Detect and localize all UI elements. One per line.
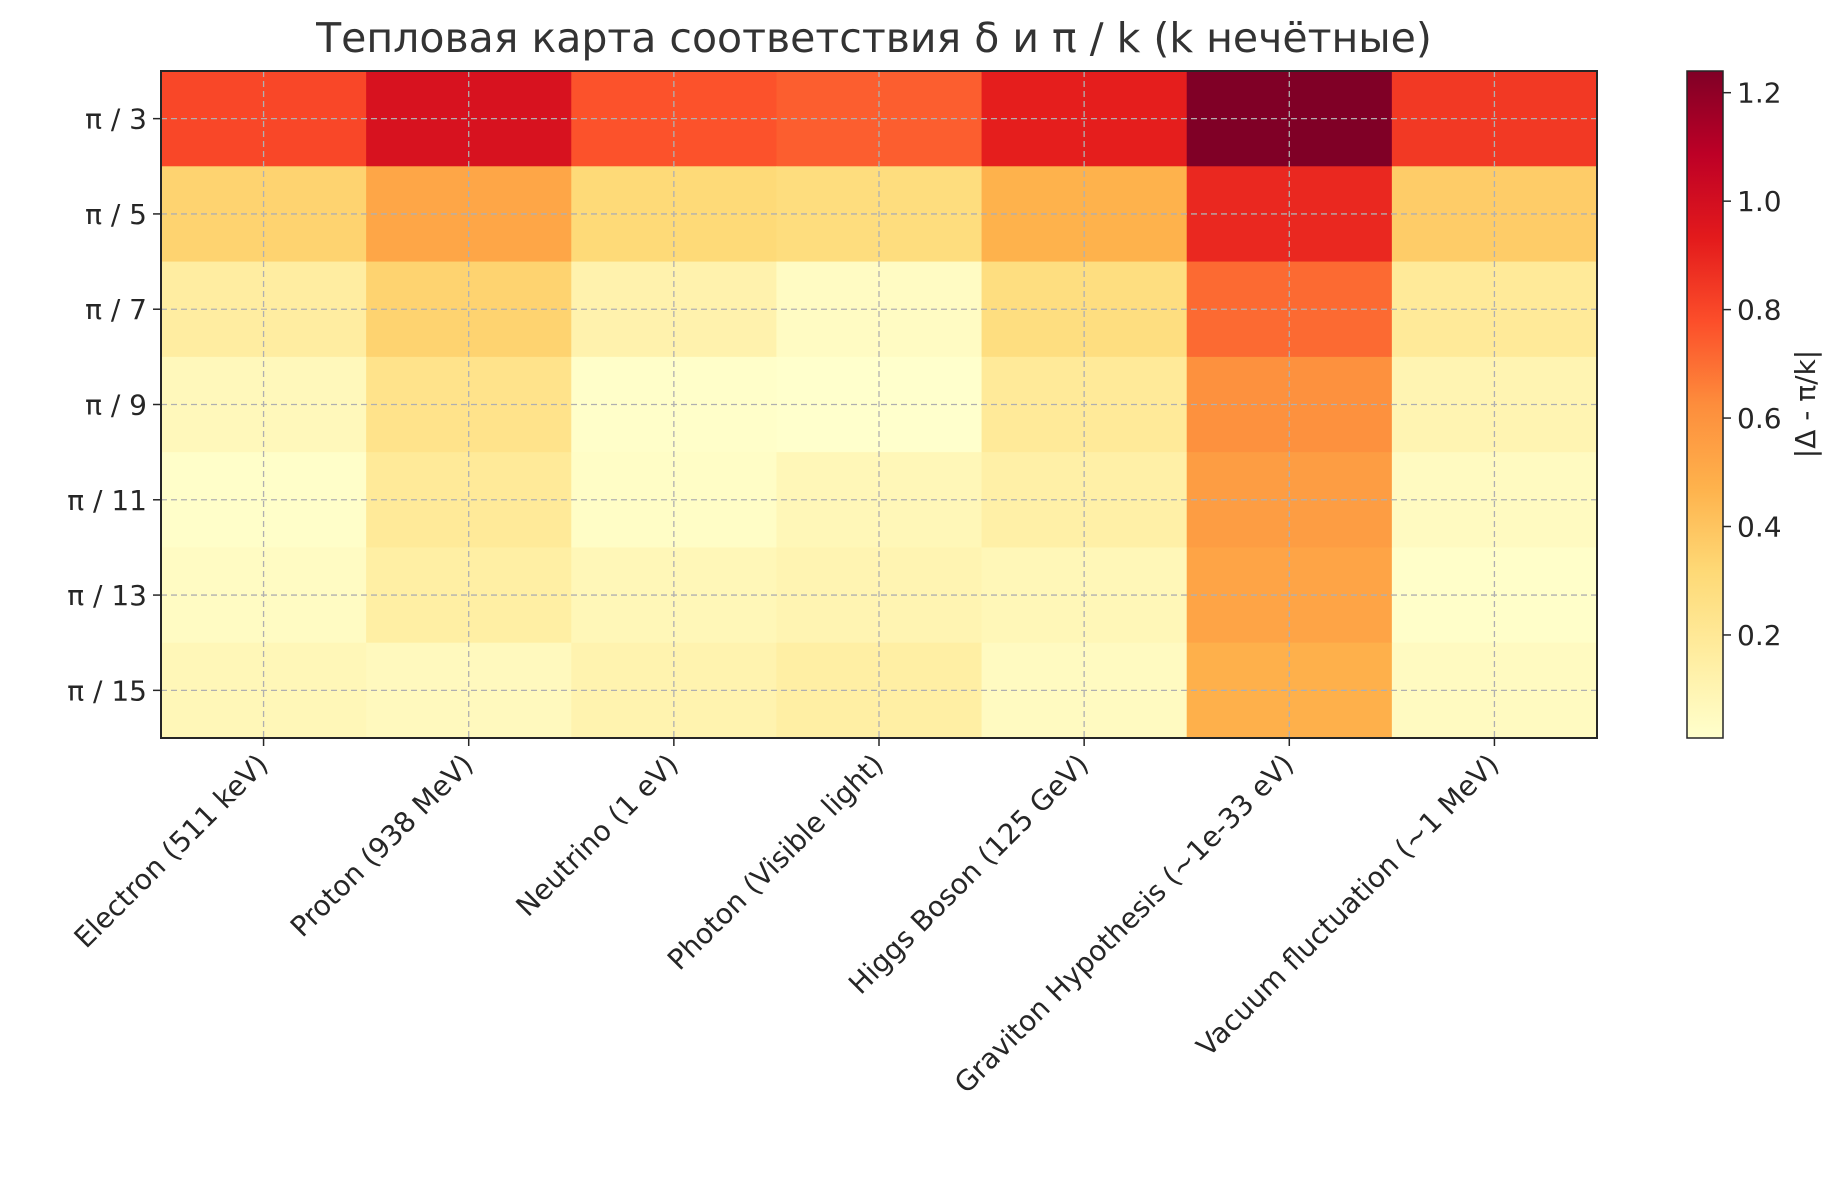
colorbar-tick-label: 0.2 [1737,619,1782,652]
y-tick-label: π / 3 [85,103,147,136]
y-tick-label: π / 7 [85,293,147,326]
colorbar-tick-label: 0.6 [1737,402,1782,435]
colorbar [1686,70,1724,739]
colorbar-label: |Δ - π/k| [1789,350,1822,458]
x-tick-label: Electron (511 keV) [68,748,275,955]
grid-lines [161,71,1597,738]
x-tick-label: Graviton Hypothesis (~1e-33 eV) [948,748,1300,1100]
y-tick-label: π / 11 [67,484,147,517]
colorbar-tick-label: 0.8 [1737,294,1782,327]
x-tick-label: Higgs Boson (125 GeV) [842,748,1095,1001]
y-tick-label: π / 5 [85,198,147,231]
colorbar-tick-label: 1.2 [1737,77,1782,110]
colorbar-tick-label: 0.4 [1737,511,1782,544]
colorbar-ticks: 0.2 0.4 0.6 0.8 1.0 1.2 [1723,77,1782,652]
x-axis: Electron (511 keV) Proton (938 MeV) Neutri… [68,738,1505,1100]
x-tick-label: Neutrino (1 eV) [509,748,684,923]
y-tick-label: π / 13 [67,579,147,612]
colorbar-tick-label: 1.0 [1737,185,1782,218]
x-tick-label: Photon (Visible light) [661,748,890,977]
x-tick-label: Proton (938 MeV) [284,748,480,944]
y-axis: π / 3 π / 5 π / 7 π / 9 π / 11 π / 13 π / 15 [67,103,161,707]
chart-title: Тепловая карта соответствия δ и π / k (k… [315,14,1432,62]
y-tick-label: π / 9 [85,389,147,422]
y-tick-label: π / 15 [67,674,147,707]
